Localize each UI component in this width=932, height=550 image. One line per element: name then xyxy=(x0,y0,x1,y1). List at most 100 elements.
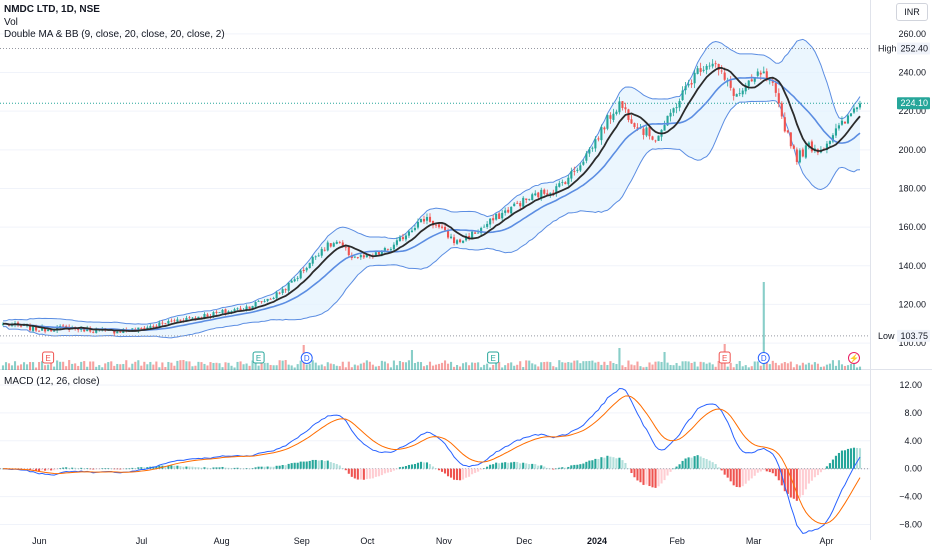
volume-bar-265 xyxy=(798,365,801,370)
volume-bar-27 xyxy=(83,361,86,370)
macd-hist-120 xyxy=(362,468,365,480)
candle-body-221 xyxy=(666,115,669,126)
candle-body-149 xyxy=(449,236,453,239)
macd-hist-285 xyxy=(858,448,862,469)
candle-body-264 xyxy=(795,149,798,162)
volume-legend[interactable]: Vol xyxy=(4,17,18,28)
volume-bar-48 xyxy=(146,364,149,370)
volume-bar-84 xyxy=(254,360,257,370)
event-marker-0[interactable] xyxy=(42,351,55,364)
event-marker-3[interactable] xyxy=(487,351,500,364)
candle-body-268 xyxy=(807,142,810,146)
volume-bar-15 xyxy=(47,364,50,370)
candle-body-49 xyxy=(149,326,152,328)
volume-bar-279 xyxy=(840,364,844,370)
currency-button[interactable]: INR xyxy=(896,3,928,21)
candle-body-242 xyxy=(729,80,732,88)
indicator-legend[interactable]: Double MA & BB (9, close, 20, close, 20,… xyxy=(4,29,225,40)
candle-body-166 xyxy=(501,212,504,219)
event-marker-1[interactable] xyxy=(252,351,265,364)
volume-bar-17 xyxy=(53,366,56,370)
volume-bar-134 xyxy=(404,362,407,370)
symbol-title[interactable]: NMDC LTD, 1D, NSE xyxy=(4,4,100,15)
volume-bar-31 xyxy=(95,366,98,370)
macd-hist-212 xyxy=(639,468,642,483)
candle-body-102 xyxy=(308,262,311,269)
candle-body-283 xyxy=(852,108,856,113)
volume-bar-175 xyxy=(528,360,531,370)
candle-body-74 xyxy=(224,309,227,314)
volume-bar-37 xyxy=(113,365,116,370)
macd-hist-64 xyxy=(194,467,197,469)
macd-hist-190 xyxy=(573,464,576,469)
macd-hist-118 xyxy=(356,468,359,480)
macd-hist-266 xyxy=(801,468,804,496)
macd-hist-104 xyxy=(314,459,317,469)
macd-hist-15 xyxy=(47,468,50,471)
volume-bar-157 xyxy=(474,362,477,370)
macd-hist-153 xyxy=(462,468,465,480)
candle-body-93 xyxy=(281,289,284,294)
volume-bar-109 xyxy=(329,363,332,370)
candle-body-193 xyxy=(582,161,585,165)
candle-body-59 xyxy=(179,319,182,321)
volume-bar-267 xyxy=(804,364,807,370)
candle-body-181 xyxy=(546,193,549,195)
candle-body-178 xyxy=(537,192,540,198)
candle-body-278 xyxy=(837,125,841,129)
macd-hist-140 xyxy=(422,462,426,469)
macd-hist-155 xyxy=(468,468,471,477)
macd-hist-83 xyxy=(251,468,254,469)
macd-hist-171 xyxy=(516,461,519,469)
volume-bar-112 xyxy=(338,366,341,370)
macd-hist-112 xyxy=(338,465,341,469)
event-marker-2[interactable] xyxy=(300,352,313,364)
candle-body-169 xyxy=(510,206,513,214)
volume-bar-146 xyxy=(440,362,444,370)
volume-bar-150 xyxy=(453,366,456,370)
volume-bar-2 xyxy=(7,363,11,370)
event-marker-6[interactable] xyxy=(847,352,860,364)
candle-body-63 xyxy=(191,317,194,319)
candle-body-87 xyxy=(263,300,266,302)
macd-hist-211 xyxy=(636,468,639,481)
macd-legend[interactable]: MACD (12, 26, close) xyxy=(4,376,100,387)
volume-bar-201 xyxy=(606,365,609,370)
macd-hist-158 xyxy=(477,468,480,472)
candle-body-250 xyxy=(753,77,756,82)
event-marker-5[interactable] xyxy=(757,352,770,364)
volume-bar-16 xyxy=(50,360,53,370)
macd-hist-223 xyxy=(672,468,675,470)
macd-hist-250 xyxy=(753,468,756,476)
event-markers[interactable]: E E D E E D ⚡ xyxy=(42,351,860,364)
macd-hist-277 xyxy=(834,455,837,469)
volume-bar-269 xyxy=(810,364,813,370)
candle-body-30 xyxy=(92,331,95,333)
candle-body-262 xyxy=(789,132,792,147)
macd-hist-129 xyxy=(389,468,392,472)
volume-bar-126 xyxy=(380,360,383,370)
event-marker-4[interactable] xyxy=(718,351,731,364)
macd-hist-87 xyxy=(263,466,266,469)
macd-hist-235 xyxy=(708,460,711,469)
macd-hist-200 xyxy=(603,457,606,469)
macd-hist-29 xyxy=(89,468,92,470)
macd-hist-11 xyxy=(35,468,38,471)
macd-hist-21 xyxy=(65,467,68,469)
candle-body-138 xyxy=(416,221,420,228)
x-tick-9: Mar xyxy=(746,536,762,546)
macd-hist-236 xyxy=(711,462,714,469)
candle-body-20 xyxy=(62,325,65,327)
bollinger-upper-band xyxy=(2,38,861,325)
volume-bar-171 xyxy=(516,364,519,370)
volume-bar-258 xyxy=(777,365,780,370)
macd-hist-204 xyxy=(615,458,618,469)
macd-hist-76 xyxy=(230,468,233,469)
macd-hist-274 xyxy=(825,466,828,469)
candle-body-65 xyxy=(197,316,200,319)
candle-body-226 xyxy=(681,90,684,101)
macd-hist-210 xyxy=(633,468,636,478)
macd-hist-260 xyxy=(783,468,786,492)
x-tick-10: Apr xyxy=(820,536,834,546)
